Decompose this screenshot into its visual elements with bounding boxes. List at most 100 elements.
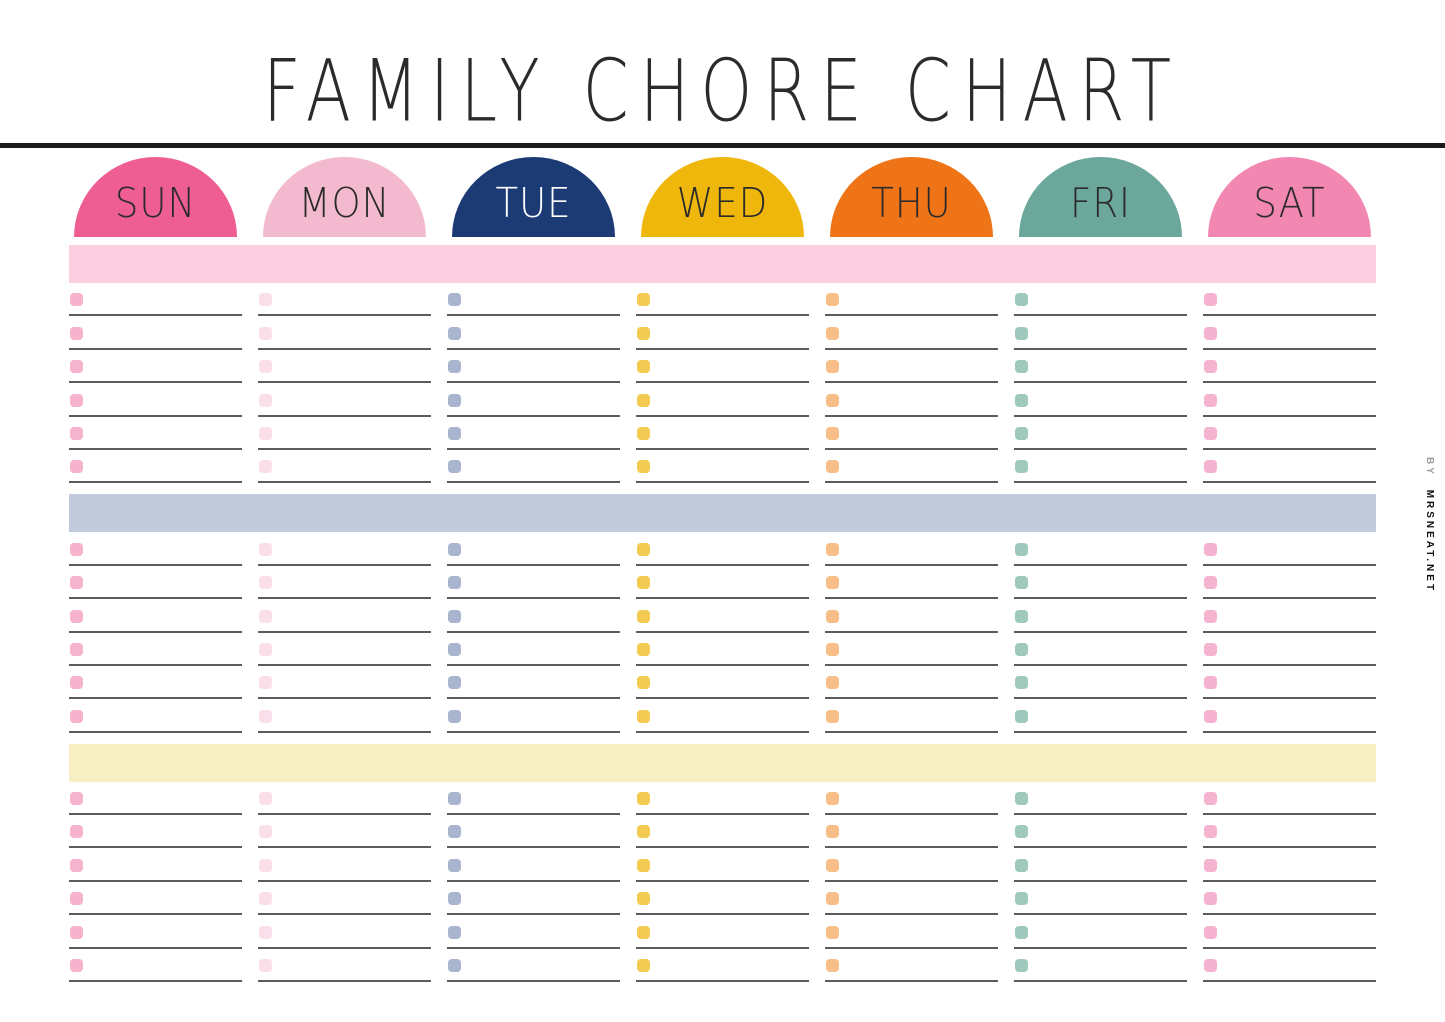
chore-checkbox[interactable]	[637, 892, 650, 906]
chore-checkbox[interactable]	[259, 676, 272, 690]
chore-checkbox[interactable]	[1204, 609, 1217, 623]
chore-checkbox[interactable]	[70, 576, 83, 590]
chore-checkbox[interactable]	[826, 460, 839, 474]
chore-checkbox[interactable]	[259, 892, 272, 906]
chore-checkbox[interactable]	[448, 825, 461, 839]
chore-checkbox[interactable]	[637, 360, 650, 374]
chore-checkbox[interactable]	[259, 825, 272, 839]
chore-checkbox[interactable]	[1204, 326, 1217, 340]
chore-checkbox[interactable]	[637, 426, 650, 440]
chore-checkbox[interactable]	[637, 460, 650, 474]
chore-checkbox[interactable]	[70, 609, 83, 623]
chore-checkbox[interactable]	[637, 858, 650, 872]
chore-checkbox[interactable]	[259, 576, 272, 590]
chore-checkbox[interactable]	[259, 709, 272, 723]
chore-checkbox[interactable]	[1015, 825, 1028, 839]
chore-checkbox[interactable]	[637, 326, 650, 340]
chore-checkbox[interactable]	[448, 609, 461, 623]
chore-checkbox[interactable]	[1015, 892, 1028, 906]
chore-checkbox[interactable]	[70, 642, 83, 656]
chore-checkbox[interactable]	[826, 792, 839, 806]
chore-checkbox[interactable]	[259, 293, 272, 307]
chore-checkbox[interactable]	[637, 293, 650, 307]
chore-checkbox[interactable]	[637, 792, 650, 806]
chore-checkbox[interactable]	[1015, 709, 1028, 723]
chore-checkbox[interactable]	[70, 959, 83, 973]
chore-checkbox[interactable]	[1015, 642, 1028, 656]
chore-checkbox[interactable]	[637, 642, 650, 656]
chore-checkbox[interactable]	[448, 326, 461, 340]
chore-checkbox[interactable]	[448, 959, 461, 973]
chore-checkbox[interactable]	[448, 792, 461, 806]
chore-checkbox[interactable]	[1204, 709, 1217, 723]
chore-checkbox[interactable]	[448, 542, 461, 556]
chore-checkbox[interactable]	[70, 293, 83, 307]
chore-checkbox[interactable]	[826, 393, 839, 407]
chore-checkbox[interactable]	[1204, 825, 1217, 839]
chore-checkbox[interactable]	[70, 393, 83, 407]
chore-checkbox[interactable]	[70, 892, 83, 906]
chore-checkbox[interactable]	[1015, 393, 1028, 407]
chore-checkbox[interactable]	[259, 925, 272, 939]
chore-checkbox[interactable]	[1015, 959, 1028, 973]
chore-checkbox[interactable]	[259, 792, 272, 806]
chore-checkbox[interactable]	[637, 393, 650, 407]
chore-checkbox[interactable]	[637, 925, 650, 939]
chore-checkbox[interactable]	[826, 925, 839, 939]
chore-checkbox[interactable]	[1204, 393, 1217, 407]
chore-checkbox[interactable]	[70, 709, 83, 723]
chore-checkbox[interactable]	[826, 892, 839, 906]
chore-checkbox[interactable]	[448, 460, 461, 474]
chore-checkbox[interactable]	[1015, 576, 1028, 590]
chore-checkbox[interactable]	[1204, 460, 1217, 474]
chore-checkbox[interactable]	[1015, 609, 1028, 623]
chore-checkbox[interactable]	[1204, 360, 1217, 374]
chore-checkbox[interactable]	[259, 393, 272, 407]
chore-checkbox[interactable]	[826, 293, 839, 307]
chore-checkbox[interactable]	[448, 293, 461, 307]
chore-checkbox[interactable]	[1204, 642, 1217, 656]
chore-checkbox[interactable]	[1204, 542, 1217, 556]
chore-checkbox[interactable]	[70, 925, 83, 939]
chore-checkbox[interactable]	[448, 892, 461, 906]
chore-checkbox[interactable]	[826, 709, 839, 723]
chore-checkbox[interactable]	[1204, 892, 1217, 906]
chore-checkbox[interactable]	[637, 709, 650, 723]
chore-checkbox[interactable]	[70, 460, 83, 474]
chore-checkbox[interactable]	[448, 360, 461, 374]
chore-checkbox[interactable]	[1204, 293, 1217, 307]
chore-checkbox[interactable]	[1015, 542, 1028, 556]
chore-checkbox[interactable]	[1015, 293, 1028, 307]
chore-checkbox[interactable]	[448, 858, 461, 872]
chore-checkbox[interactable]	[1015, 925, 1028, 939]
chore-checkbox[interactable]	[826, 426, 839, 440]
chore-checkbox[interactable]	[259, 460, 272, 474]
chore-checkbox[interactable]	[70, 426, 83, 440]
chore-checkbox[interactable]	[259, 326, 272, 340]
chore-checkbox[interactable]	[70, 858, 83, 872]
chore-checkbox[interactable]	[70, 360, 83, 374]
chore-checkbox[interactable]	[637, 676, 650, 690]
chore-checkbox[interactable]	[1204, 925, 1217, 939]
chore-checkbox[interactable]	[1204, 792, 1217, 806]
chore-checkbox[interactable]	[637, 609, 650, 623]
chore-checkbox[interactable]	[70, 792, 83, 806]
chore-checkbox[interactable]	[259, 642, 272, 656]
chore-checkbox[interactable]	[826, 858, 839, 872]
chore-checkbox[interactable]	[448, 709, 461, 723]
chore-checkbox[interactable]	[637, 959, 650, 973]
chore-checkbox[interactable]	[1015, 792, 1028, 806]
chore-checkbox[interactable]	[448, 676, 461, 690]
chore-checkbox[interactable]	[70, 326, 83, 340]
chore-checkbox[interactable]	[259, 609, 272, 623]
chore-checkbox[interactable]	[826, 360, 839, 374]
chore-checkbox[interactable]	[1015, 426, 1028, 440]
chore-checkbox[interactable]	[1204, 858, 1217, 872]
chore-checkbox[interactable]	[70, 825, 83, 839]
chore-checkbox[interactable]	[259, 542, 272, 556]
chore-checkbox[interactable]	[448, 576, 461, 590]
chore-checkbox[interactable]	[826, 576, 839, 590]
chore-checkbox[interactable]	[1015, 858, 1028, 872]
chore-checkbox[interactable]	[259, 426, 272, 440]
chore-checkbox[interactable]	[259, 360, 272, 374]
